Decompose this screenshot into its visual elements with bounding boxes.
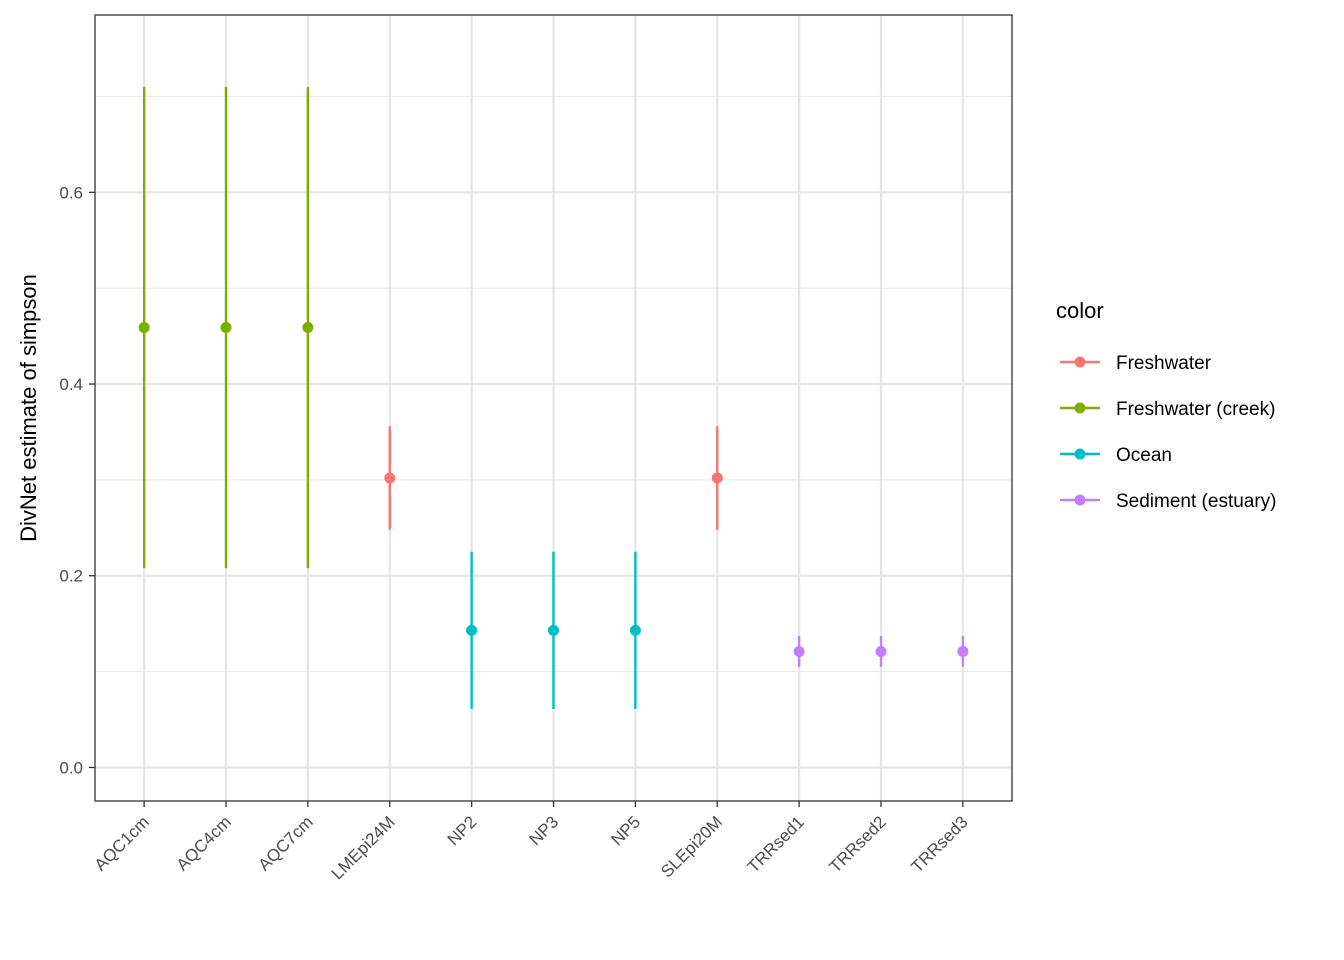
data-point — [220, 321, 232, 333]
legend-label: Freshwater — [1116, 353, 1212, 374]
y-tick-label: 0.2 — [59, 567, 83, 586]
y-axis-title: DivNet estimate of simpson — [16, 274, 41, 542]
legend-label: Sediment (estuary) — [1116, 491, 1277, 512]
legend-key-point — [1074, 356, 1086, 368]
data-point — [302, 321, 314, 333]
legend-label: Ocean — [1116, 445, 1172, 466]
y-tick-label: 0.6 — [59, 183, 83, 202]
data-marks — [138, 86, 969, 709]
data-point — [629, 624, 641, 636]
data-point — [711, 472, 723, 484]
data-point — [548, 624, 559, 636]
legend-key-point — [1074, 402, 1086, 414]
data-point — [466, 624, 478, 636]
y-axis: 0.0 0.2 0.4 0.6 — [59, 183, 95, 777]
y-tick-label: 0.4 — [59, 375, 83, 394]
legend-key-point — [1074, 494, 1086, 506]
legend-title: color — [1056, 298, 1104, 323]
data-point — [957, 645, 969, 657]
data-point — [793, 645, 805, 657]
legend: color Freshwater Freshwater (creek) Ocean S… — [1056, 298, 1277, 512]
y-tick-label: 0.0 — [59, 758, 83, 777]
data-point — [384, 472, 396, 484]
data-point — [138, 321, 150, 333]
data-point — [875, 645, 887, 657]
legend-key-point — [1074, 448, 1086, 460]
legend-label: Freshwater (creek) — [1116, 399, 1275, 420]
